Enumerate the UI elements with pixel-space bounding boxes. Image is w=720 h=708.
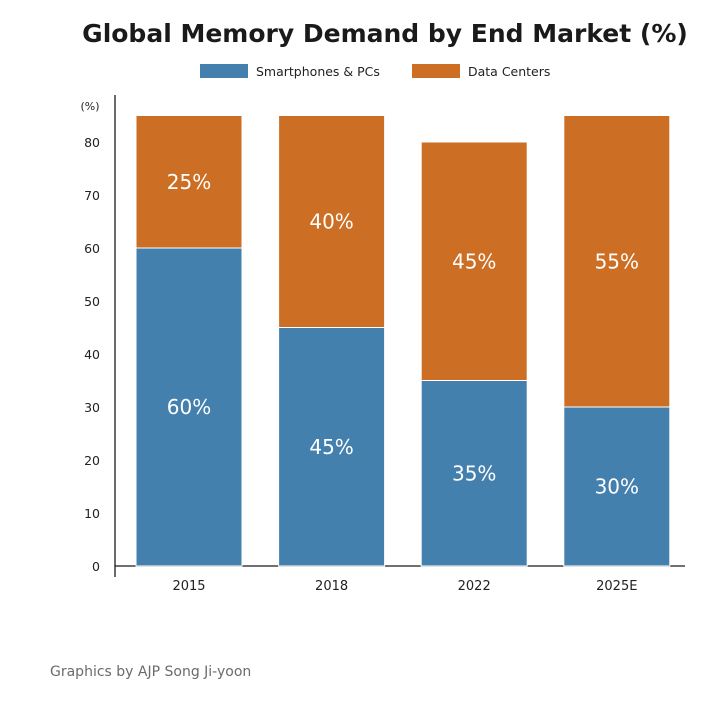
x-tick-label-2025e: 2025E	[596, 579, 637, 594]
y-axis-unit-label: (%)	[80, 100, 99, 113]
legend: Smartphones & PCs Data Centers	[200, 64, 550, 79]
bar-smartphones-pcs-2022	[420, 380, 528, 567]
x-axis-labels: 2015 2018 2022 2025E	[172, 579, 637, 594]
data-label: 40%	[309, 210, 353, 234]
y-tick-label: 30	[84, 400, 100, 415]
data-label: 30%	[595, 475, 639, 499]
chart-title: Global Memory Demand by End Market (%)	[82, 19, 688, 48]
x-tick-label-2018: 2018	[315, 579, 348, 594]
data-label: 60%	[167, 395, 211, 419]
stacked-bar-chart: Global Memory Demand by End Market (%) S…	[80, 19, 688, 594]
bar-smartphones-pcs-2025e	[563, 406, 671, 567]
graphics-credit: Graphics by AJP Song Ji-yoon	[50, 664, 252, 680]
bar-data-centers-2015	[135, 115, 243, 249]
data-label: 35%	[452, 461, 496, 485]
data-label: 45%	[452, 249, 496, 273]
legend-swatch-smartphones-pcs	[200, 64, 248, 78]
bar-data-centers-2022	[420, 141, 528, 381]
y-tick-label: 70	[84, 188, 100, 203]
y-tick-label: 50	[84, 294, 100, 309]
data-labels-group: 60% 25% 45% 40% 35% 45% 30% 55%	[167, 170, 639, 499]
data-label: 25%	[167, 170, 211, 194]
bar-data-centers-2025e	[563, 115, 671, 408]
x-tick-label-2015: 2015	[172, 579, 205, 594]
y-tick-label: 60	[84, 241, 100, 256]
bars-group	[135, 115, 671, 567]
x-tick-label-2022: 2022	[458, 579, 491, 594]
bar-smartphones-pcs-2015	[135, 247, 243, 567]
data-label: 45%	[309, 435, 353, 459]
bar-data-centers-2018	[278, 115, 386, 328]
y-tick-label: 20	[84, 453, 100, 468]
y-axis-ticks: 0 10 20 30 40 50 60 70 80	[84, 135, 100, 574]
y-tick-label: 10	[84, 506, 100, 521]
data-label: 55%	[595, 249, 639, 273]
legend-label-data-centers: Data Centers	[468, 64, 550, 79]
y-tick-label: 0	[92, 559, 100, 574]
legend-label-smartphones-pcs: Smartphones & PCs	[256, 64, 380, 79]
bar-smartphones-pcs-2018	[278, 327, 386, 567]
y-tick-label: 80	[84, 135, 100, 150]
y-tick-label: 40	[84, 347, 100, 362]
legend-swatch-data-centers	[412, 64, 460, 78]
